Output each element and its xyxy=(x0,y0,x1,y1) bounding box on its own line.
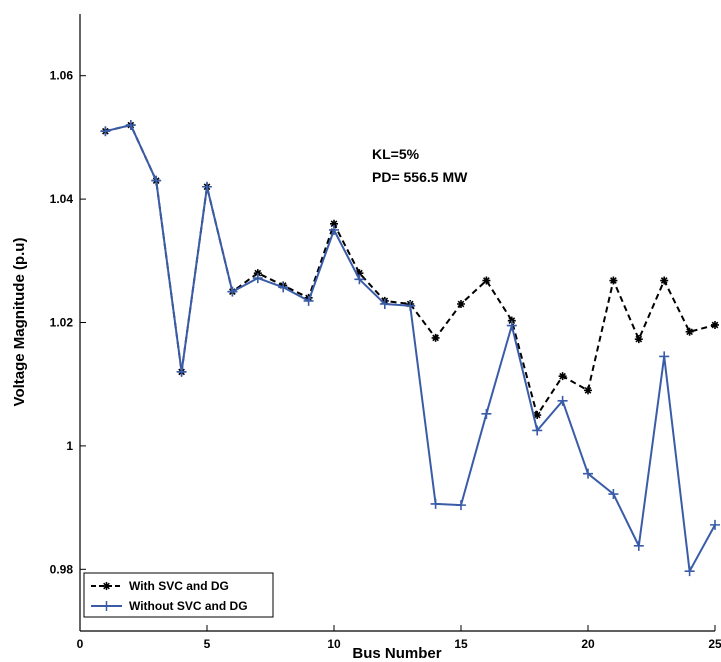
series-2-point xyxy=(379,298,390,309)
series-2-point xyxy=(583,468,593,479)
series-2-point xyxy=(125,120,136,131)
legend-text-with-svc: With SVC and DG xyxy=(129,579,229,593)
series-1-point xyxy=(457,299,465,308)
series-1-point xyxy=(482,276,491,285)
legend: With SVC and DG Without SVC and DG xyxy=(83,572,274,618)
series-2-point xyxy=(278,282,289,293)
x-tick-label: 20 xyxy=(581,637,595,651)
series-2-point xyxy=(481,408,492,419)
series-2-point xyxy=(684,566,695,577)
x-tick-label: 5 xyxy=(204,637,211,651)
series-2-point xyxy=(329,224,339,235)
legend-marker-with-svc xyxy=(102,582,111,590)
legend-marker-without-svc xyxy=(101,601,112,611)
series-2-point xyxy=(252,273,263,284)
series-2-point xyxy=(303,295,314,306)
series-1-point xyxy=(558,372,567,381)
series-1-point xyxy=(330,219,338,228)
series-2-point xyxy=(532,425,543,436)
series-2-point xyxy=(202,181,212,192)
series-2-point xyxy=(659,351,670,362)
series-2-point xyxy=(176,366,187,377)
legend-text-without-svc: Without SVC and DG xyxy=(129,599,248,613)
series-2-point xyxy=(405,300,416,311)
series-1-point xyxy=(533,411,542,420)
series-1-point xyxy=(634,335,643,344)
series-1-point xyxy=(660,276,669,285)
series-layer xyxy=(100,120,720,577)
series-2-point xyxy=(151,175,162,186)
series-1-point xyxy=(584,386,592,395)
series-1-point xyxy=(609,276,618,285)
y-tick-label: 0.98 xyxy=(50,562,74,576)
legend-box xyxy=(83,572,274,618)
series-2-point xyxy=(354,274,365,285)
series-1-point xyxy=(355,269,364,278)
series-1-point xyxy=(431,333,440,342)
axes-layer: 0 5 10 15 20 25 0.98 1 1.02 1.04 1.06 xyxy=(50,14,721,651)
series-2-point xyxy=(227,286,238,297)
y-tick-label: 1.02 xyxy=(50,316,74,330)
x-axis-label: Bus Number xyxy=(352,645,441,662)
series-2-point xyxy=(710,519,720,530)
x-tick-label: 25 xyxy=(708,637,721,651)
x-tick-label: 15 xyxy=(454,637,468,651)
plot-area xyxy=(80,14,715,631)
x-tick-label: 0 xyxy=(77,637,84,651)
series-1-point xyxy=(685,327,694,336)
y-tick-label: 1 xyxy=(66,439,73,453)
series-2-point xyxy=(557,395,568,406)
series-2-point xyxy=(633,540,644,551)
series-2-point xyxy=(608,489,619,500)
series-2-point xyxy=(430,498,441,509)
y-tick-label: 1.04 xyxy=(50,192,74,206)
series-2-point xyxy=(100,126,111,137)
y-tick-label: 1.06 xyxy=(50,69,74,83)
series-2-point xyxy=(456,500,466,511)
annotation-kl: KL=5% xyxy=(372,146,420,162)
x-tick-label: 10 xyxy=(327,637,341,651)
annotation-pd: PD= 556.5 MW xyxy=(372,169,468,185)
y-axis-label: Voltage Magnitude (p.u) xyxy=(11,238,28,407)
series-2-point xyxy=(506,320,517,331)
series-1-point xyxy=(711,320,719,329)
